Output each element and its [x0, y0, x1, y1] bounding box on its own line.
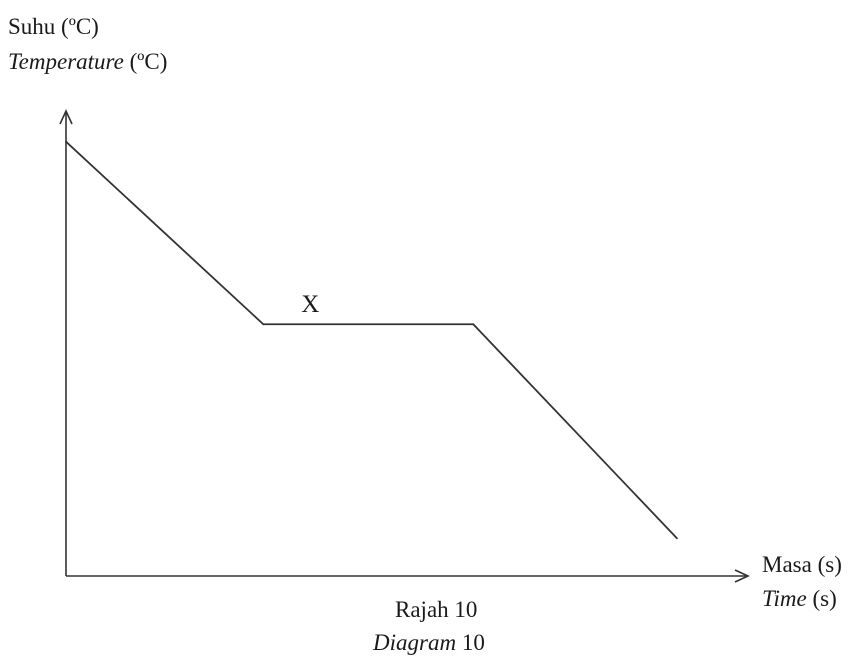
y-axis-label-malay: Suhu (ºC) [8, 14, 99, 39]
caption-malay: Rajah 10 [395, 597, 478, 622]
curve-segment-3 [472, 323, 678, 540]
x-axis-arrowhead [734, 569, 750, 583]
series-layer [65, 140, 678, 540]
plateau-annotation-x: X [301, 291, 319, 318]
caption-english: Diagram 10 [373, 630, 485, 655]
curve-segment-1 [65, 140, 265, 326]
y-axis-arrowhead [59, 109, 73, 125]
x-axis-label-english: Time (s) [762, 586, 837, 611]
y-axis-label-english: Temperature (ºC) [8, 49, 168, 74]
x-axis-label-malay: Masa (s) [762, 552, 842, 577]
